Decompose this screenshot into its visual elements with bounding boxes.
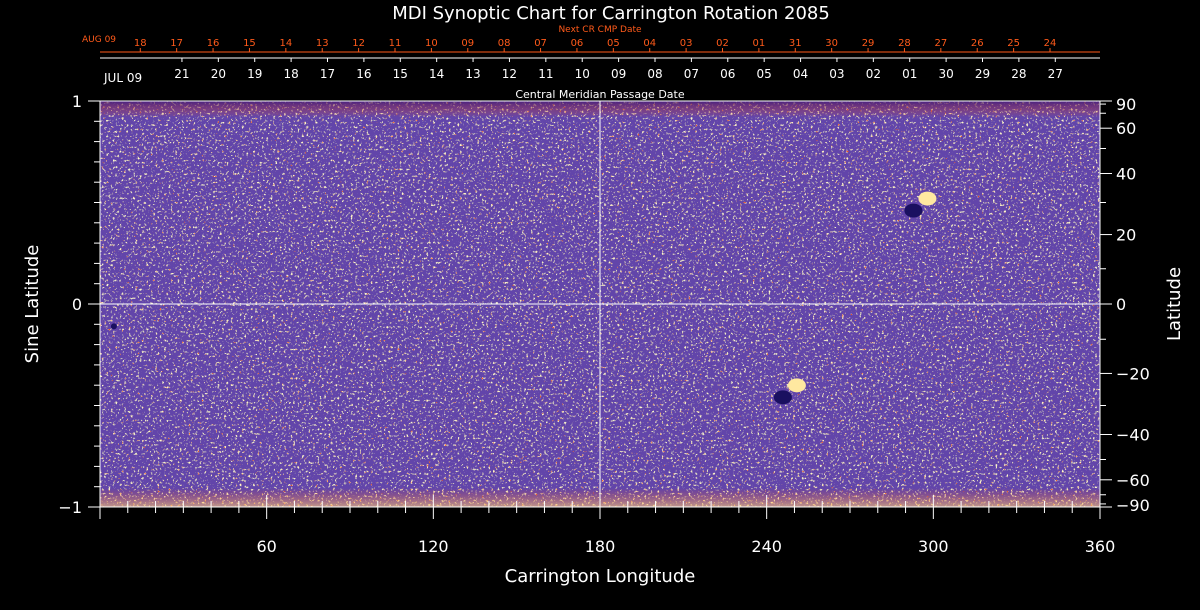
next-cr-tick-label: 09 (461, 38, 474, 49)
x-tick-label: 60 (256, 537, 276, 556)
cmp-tick-label: 03 (829, 67, 844, 81)
y-tick-label-right: −20 (1116, 364, 1150, 383)
x-axis-label: Carrington Longitude (505, 566, 696, 587)
y-tick-label-right: 40 (1116, 165, 1136, 184)
cmp-tick-label: 30 (938, 67, 953, 81)
y-axis-label-right: Latitude (1164, 267, 1185, 341)
y-tick-label-right: 60 (1116, 119, 1136, 138)
next-cr-tick-label: 17 (170, 38, 183, 49)
y-tick-label-right: 90 (1116, 95, 1136, 114)
cmp-tick-label: 12 (502, 67, 517, 81)
next-cr-tick-label: 10 (425, 38, 438, 49)
next-cr-tick-label: 14 (279, 38, 292, 49)
next-cr-tick-label: 28 (898, 38, 911, 49)
next-cr-tick-label: 12 (352, 38, 365, 49)
cmp-tick-label: 04 (793, 67, 808, 81)
next-cr-tick-label: 31 (789, 38, 802, 49)
active-region-negative (773, 390, 792, 405)
next-cr-tick-label: 15 (243, 38, 256, 49)
next-cr-month-label: AUG 09 (82, 35, 116, 45)
next-cr-tick-label: 25 (1007, 38, 1020, 49)
y-tick-label-left: 0 (72, 295, 82, 314)
next-cr-tick-label: 24 (1044, 38, 1057, 49)
y-tick-label-left: 1 (72, 92, 82, 111)
chart-title: MDI Synoptic Chart for Carrington Rotati… (392, 3, 830, 24)
next-cr-tick-label: 08 (498, 38, 511, 49)
cmp-tick-label: 16 (356, 67, 371, 81)
cmp-axis-title: Central Meridian Passage Date (515, 88, 684, 101)
cmp-tick-label: 02 (866, 67, 881, 81)
cmp-tick-label: 06 (720, 67, 735, 81)
y-tick-label-right: 20 (1116, 226, 1136, 245)
cmp-tick-label: 29 (975, 67, 990, 81)
active-region-negative (904, 203, 923, 218)
next-cr-tick-label: 05 (607, 38, 620, 49)
active-region-positive (787, 378, 806, 393)
cmp-tick-label: 10 (575, 67, 590, 81)
next-cr-tick-label: 04 (643, 38, 656, 49)
cmp-tick-label: 05 (757, 67, 772, 81)
y-tick-label-right: −40 (1116, 425, 1150, 444)
cmp-tick-label: 07 (684, 67, 699, 81)
next-cr-tick-label: 03 (680, 38, 693, 49)
x-tick-label: 240 (751, 537, 782, 556)
cmp-tick-label: 09 (611, 67, 626, 81)
cmp-tick-label: 28 (1011, 67, 1026, 81)
next-cr-tick-label: 30 (825, 38, 838, 49)
next-cr-tick-label: 29 (862, 38, 875, 49)
next-cr-tick-label: 26 (971, 38, 984, 49)
active-region-positive (918, 191, 937, 206)
cmp-tick-label: 15 (393, 67, 408, 81)
x-tick-label: 120 (418, 537, 449, 556)
y-tick-label-right: 0 (1116, 295, 1126, 314)
next-cr-tick-label: 18 (134, 38, 147, 49)
cmp-tick-label: 14 (429, 67, 444, 81)
next-cr-tick-label: 11 (389, 38, 402, 49)
next-cr-tick-label: 27 (934, 38, 947, 49)
x-tick-label: 180 (585, 537, 616, 556)
next-cr-axis-title: Next CR CMP Date (558, 25, 642, 35)
cmp-tick-label: 20 (211, 67, 226, 81)
cmp-tick-label: 27 (1048, 67, 1063, 81)
next-cr-tick-label: 01 (753, 38, 766, 49)
cmp-tick-label: 17 (320, 67, 335, 81)
next-cr-tick-label: 07 (534, 38, 547, 49)
cmp-tick-label: 18 (283, 67, 298, 81)
y-tick-label-left: −1 (58, 498, 82, 517)
y-tick-label-right: −60 (1116, 471, 1150, 490)
sunspot (110, 323, 117, 330)
cmp-tick-label: 13 (465, 67, 480, 81)
cmp-tick-label: 19 (247, 67, 262, 81)
plot-area (99, 100, 1101, 508)
cmp-tick-label: 08 (647, 67, 662, 81)
x-tick-label: 300 (918, 537, 949, 556)
cmp-tick-label: 21 (174, 67, 189, 81)
y-axis-label-left: Sine Latitude (22, 245, 43, 364)
x-tick-label: 360 (1085, 537, 1116, 556)
date-axes: Next CR CMP Date AUG 09 JUL 09 Central M… (82, 25, 1100, 101)
y-tick-label-right: −90 (1116, 496, 1150, 515)
next-cr-tick-label: 13 (316, 38, 329, 49)
next-cr-tick-label: 06 (571, 38, 584, 49)
cmp-tick-label: 01 (902, 67, 917, 81)
next-cr-tick-label: 02 (716, 38, 729, 49)
next-cr-tick-label: 16 (207, 38, 220, 49)
cmp-tick-label: 11 (538, 67, 553, 81)
cmp-month-label: JUL 09 (103, 71, 142, 85)
